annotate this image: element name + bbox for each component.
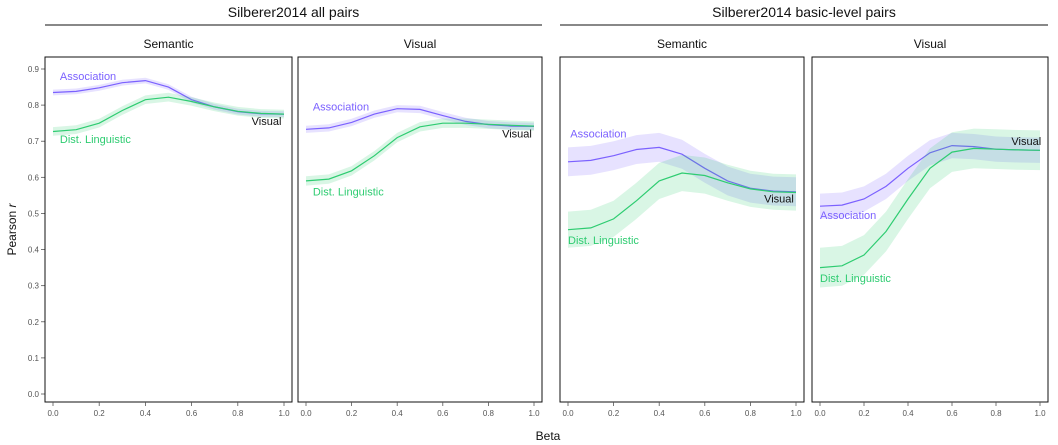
x-tick-label: 0.8 <box>232 409 244 418</box>
confidence-band <box>820 128 1040 288</box>
series-label: Dist. Linguistic <box>60 134 131 146</box>
y-axis-title: Pearson r <box>5 202 19 255</box>
panel-frame <box>559 56 805 403</box>
series-label: Dist. Linguistic <box>820 273 891 285</box>
series-line <box>52 96 285 133</box>
y-tick-label: 0.4 <box>28 246 40 255</box>
x-tick-label: 1.0 <box>790 409 802 418</box>
series-label: Association <box>820 210 876 222</box>
x-tick-label: 0.2 <box>94 409 106 418</box>
x-tick-label: 0.2 <box>858 409 870 418</box>
panel-frame <box>44 56 293 403</box>
panel-frame <box>811 56 1049 403</box>
series-label: Visual <box>502 129 532 141</box>
x-tick-label: 0.0 <box>814 409 826 418</box>
y-tick-label: 0.7 <box>28 137 40 146</box>
x-tick-label: 0.4 <box>140 409 152 418</box>
confidence-band <box>568 132 796 207</box>
x-axis-title: Beta <box>536 429 561 443</box>
x-tick-label: 1.0 <box>1034 409 1046 418</box>
series-label: Visual <box>764 194 794 206</box>
x-tick-label: 0.4 <box>902 409 914 418</box>
series-line <box>567 172 797 231</box>
y-tick-label: 0.8 <box>28 101 40 110</box>
x-tick-label: 0.0 <box>300 409 312 418</box>
y-tick-label: 0.1 <box>28 354 40 363</box>
y-tick-label: 0.0 <box>28 390 40 399</box>
x-tick-label: 0.4 <box>654 409 666 418</box>
confidence-band <box>53 92 284 136</box>
series-label: Association <box>313 102 369 114</box>
y-tick-label: 0.6 <box>28 173 40 182</box>
x-tick-label: 0.0 <box>562 409 574 418</box>
x-tick-label: 0.6 <box>437 409 449 418</box>
series-label: Dist. Linguistic <box>568 235 639 247</box>
x-tick-label: 0.2 <box>346 409 358 418</box>
x-tick-label: 1.0 <box>278 409 290 418</box>
y-tick-label: 0.5 <box>28 209 40 218</box>
series-label: Visual <box>1011 136 1041 148</box>
confidence-band <box>820 132 1040 219</box>
x-tick-label: 1.0 <box>528 409 540 418</box>
x-tick-label: 0.8 <box>483 409 495 418</box>
group-title: Silberer2014 basic-level pairs <box>712 4 896 20</box>
x-tick-label: 0.8 <box>990 409 1002 418</box>
x-tick-label: 0.6 <box>186 409 198 418</box>
x-tick-label: 0.8 <box>745 409 757 418</box>
series-line <box>819 147 1041 269</box>
x-tick-label: 0.2 <box>608 409 620 418</box>
y-tick-label: 0.2 <box>28 318 40 327</box>
confidence-band <box>568 154 796 248</box>
x-tick-label: 0.0 <box>47 409 59 418</box>
series-line <box>567 146 797 193</box>
x-tick-label: 0.4 <box>392 409 404 418</box>
confidence-band <box>53 77 284 117</box>
series-label: Dist. Linguistic <box>313 186 384 198</box>
facet-title: Semantic <box>657 37 707 51</box>
facet-title: Visual <box>914 37 946 51</box>
series-label: Association <box>60 71 116 83</box>
x-tick-label: 0.6 <box>699 409 711 418</box>
facet-title: Semantic <box>143 37 193 51</box>
series-line <box>305 122 535 182</box>
panel-frame <box>297 56 543 403</box>
y-tick-label: 0.3 <box>28 282 40 291</box>
facet-title: Visual <box>404 37 436 51</box>
series-label: Visual <box>252 116 282 128</box>
x-tick-label: 0.6 <box>946 409 958 418</box>
confidence-band <box>306 105 534 133</box>
series-label: Association <box>570 129 626 141</box>
group-title: Silberer2014 all pairs <box>228 4 360 20</box>
y-tick-label: 0.9 <box>28 65 40 74</box>
